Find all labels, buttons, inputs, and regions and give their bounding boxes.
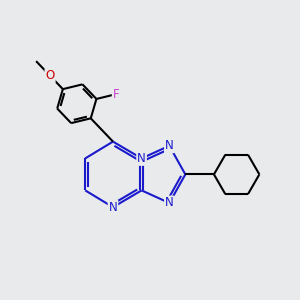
Text: O: O bbox=[45, 69, 55, 82]
Text: F: F bbox=[113, 88, 119, 101]
Text: N: N bbox=[137, 152, 146, 165]
Text: N: N bbox=[109, 201, 117, 214]
Text: N: N bbox=[165, 196, 174, 209]
Text: N: N bbox=[165, 139, 174, 152]
